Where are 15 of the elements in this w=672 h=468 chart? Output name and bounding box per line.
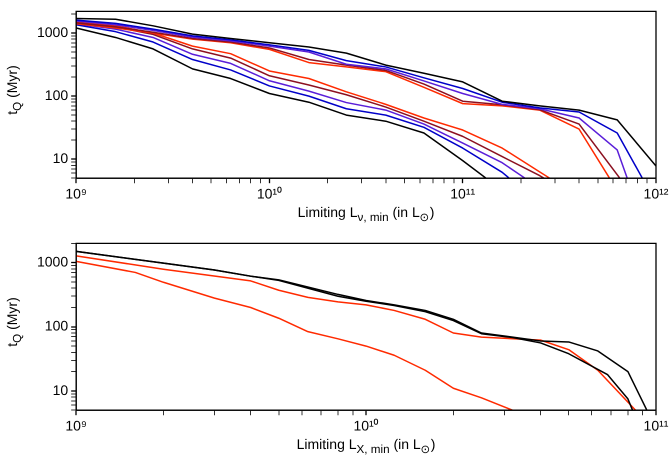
x-tick-label: 10¹¹ [644, 417, 669, 434]
x-tick-label: 10⁹ [65, 417, 87, 434]
x-axis-title: Limiting L$_{X, min}$ (in L$_{⊙}$) [296, 436, 436, 456]
x-tick-label: 10¹⁰ [353, 417, 379, 434]
y-tick-label: 1000 [36, 24, 68, 40]
y-tick-label: 100 [44, 86, 68, 103]
x-tick-label: 10¹⁰ [256, 185, 282, 202]
x-tick-label: 10¹¹ [450, 185, 476, 202]
x-tick-label: 10¹² [644, 185, 669, 202]
x-tick-label: 10⁹ [65, 185, 87, 202]
y-tick-label: 1000 [36, 254, 68, 270]
x-axis-title: Limiting L$_{ν, min}$ (in L$_{⊙}$) [296, 204, 436, 224]
y-tick-label: 100 [44, 318, 68, 334]
y-tick-label: 10 [52, 150, 68, 166]
y-tick-label: 10 [52, 382, 68, 398]
